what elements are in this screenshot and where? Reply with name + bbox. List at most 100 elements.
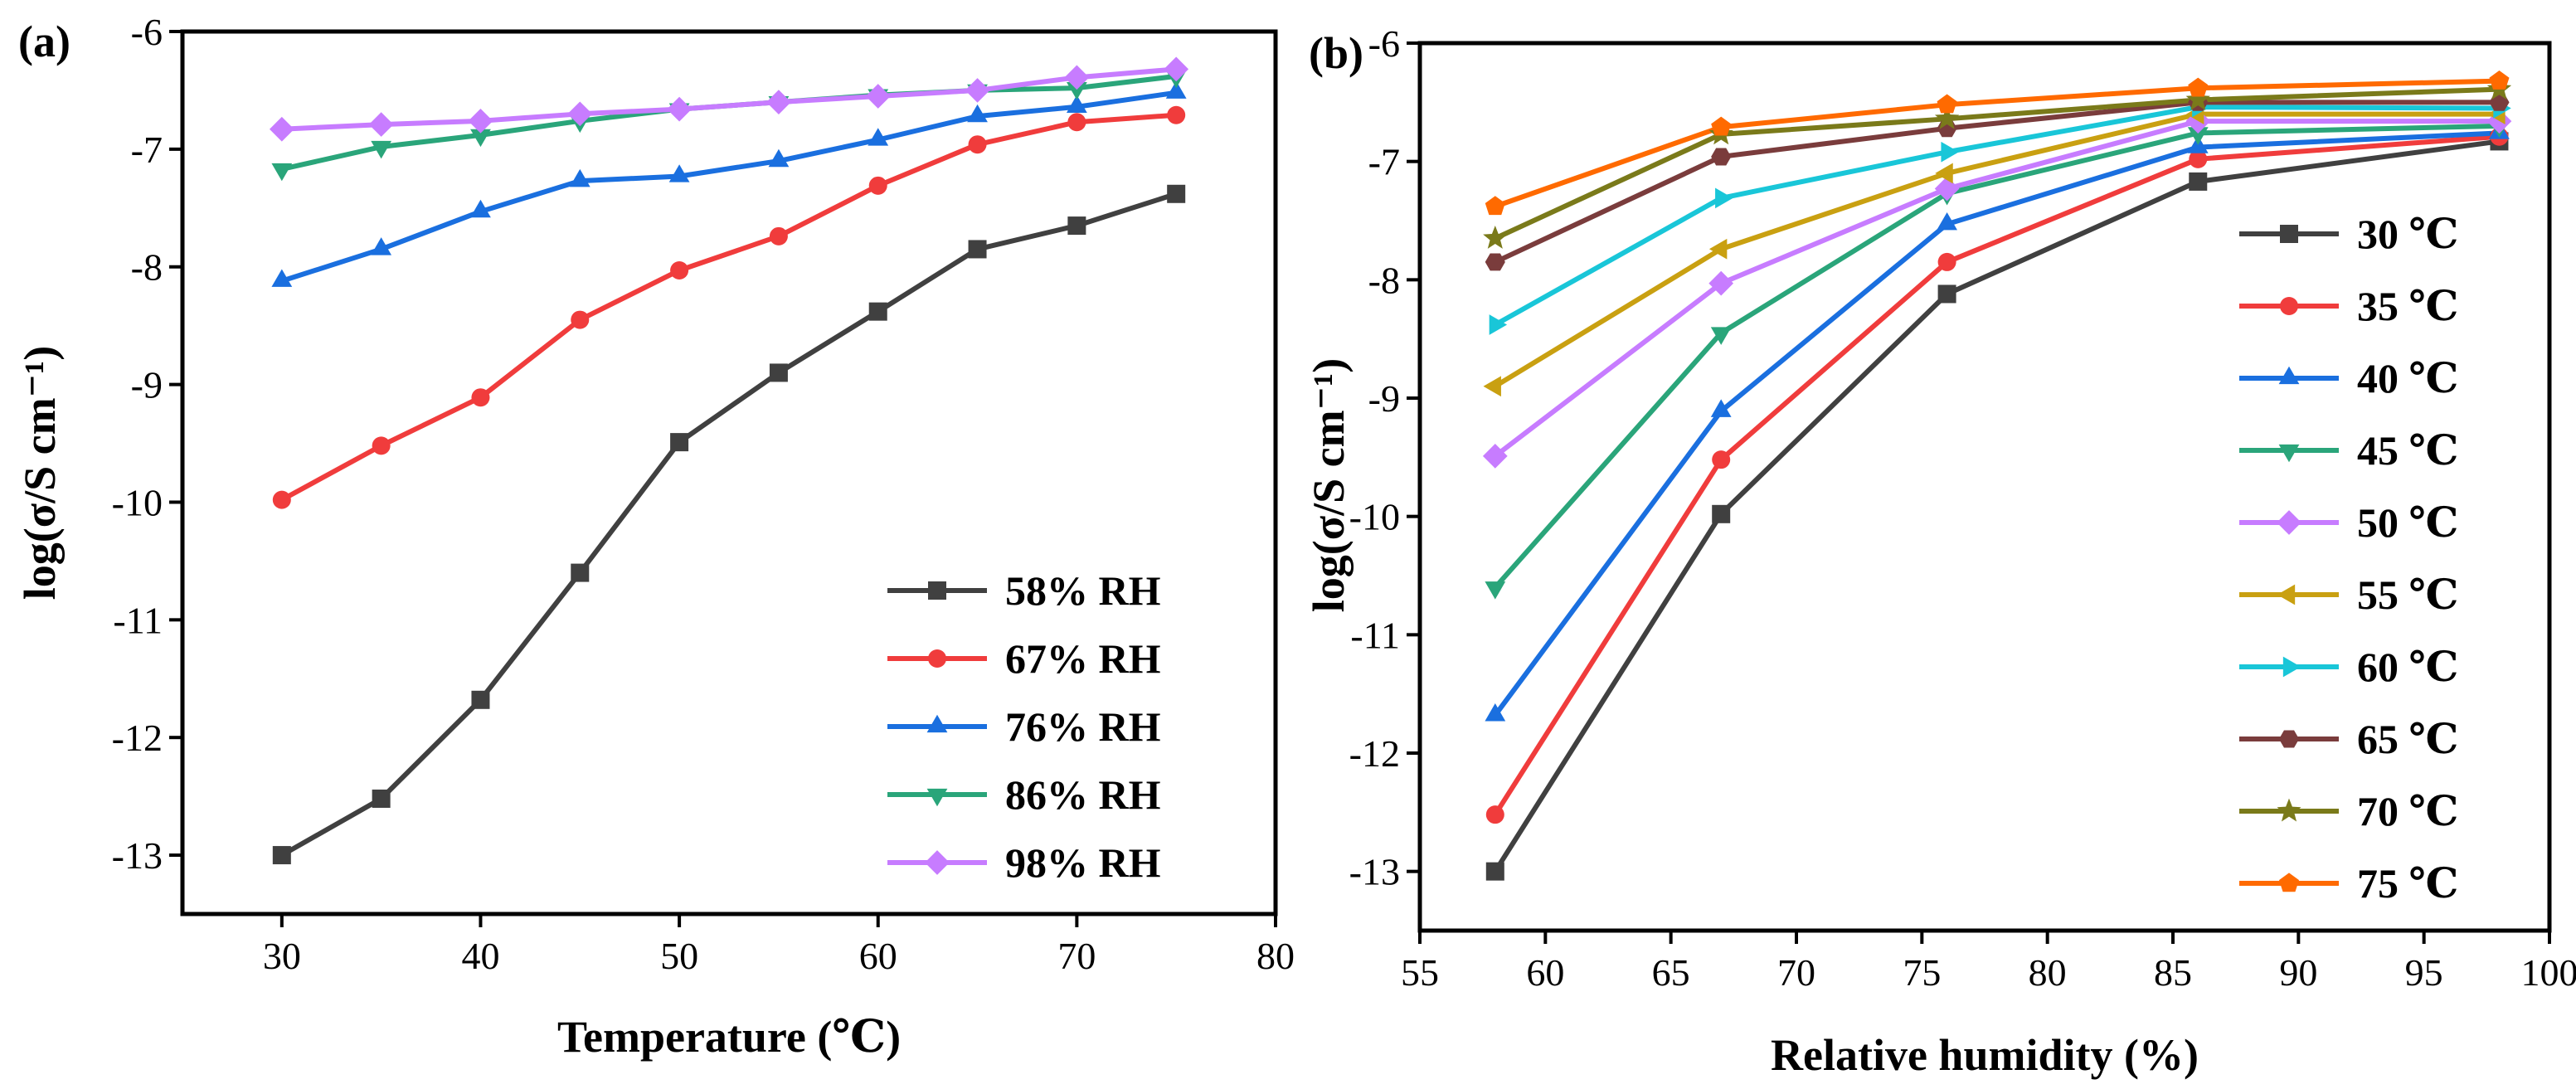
data-point-s4-2 [1934,176,1960,202]
data-point-s6-2 [1941,141,1959,163]
y-tick-label: -6 [131,11,163,53]
legend-label-1: 35 ℃ [2357,283,2458,329]
data-point-s9-0 [1485,196,1505,216]
legend-marker-0 [928,581,946,600]
legend-marker-3 [2278,444,2300,463]
data-point-s4-5 [766,90,791,114]
panel-a-axis-ticks: 30 40 50 60 70 80 -6 -7 -8 -9 -10 -11 -12 -13 [112,11,1295,977]
data-point-s0-0 [272,846,291,865]
y-tick-label: -8 [1368,259,1400,301]
legend-label-1: 67% RH [1005,635,1161,682]
data-point-s0-1 [372,789,391,808]
data-point-s0-0 [1485,862,1504,881]
panel-b-series-lines [1493,78,2500,873]
y-tick-label: -7 [131,129,163,171]
legend-marker-3 [926,788,948,807]
legend-marker-9 [2278,873,2300,892]
data-point-s9-1 [1711,116,1732,136]
x-tick-label: 70 [1057,935,1096,977]
data-point-s3-1 [1710,327,1732,345]
legend-marker-0 [2280,225,2298,243]
legend-label-0: 58% RH [1005,567,1161,614]
x-tick-label: 90 [2279,951,2317,994]
data-point-s3-0 [271,163,293,182]
data-point-s0-6 [868,302,887,321]
panel-b-axis-ticks: 55 60 65 70 75 80 85 90 95 100 -6 -7 -8 -9 -10 -11 -12 -1… [1349,22,2576,994]
data-point-s1-3 [2189,149,2208,168]
data-point-s1-1 [372,436,391,455]
data-point-s0-2 [471,690,490,709]
data-point-s2-2 [1937,211,1957,231]
legend-label-6: 60 ℃ [2357,644,2458,690]
legend-marker-2 [926,714,948,733]
x-tick-label: 65 [1652,951,1690,994]
data-point-s1-3 [571,310,590,329]
panel-a-series-markers [269,56,1189,865]
panel-a: (a) 30 40 50 60 70 80 -6 -7 -8 -9 -10 -11 -12 -13 Tem… [15,11,1295,1062]
x-tick-label: 75 [1903,951,1941,994]
y-tick-label: -9 [1368,377,1400,420]
data-point-s4-8 [1064,65,1090,90]
y-tick-label: -7 [1368,141,1400,183]
data-point-s6-0 [1489,314,1508,335]
panel-b-x-axis-title: Relative humidity (%) [1771,1030,2199,1080]
data-point-s3-3 [2187,127,2209,145]
panel-b-label: (b) [1309,28,1363,78]
data-point-s8-2 [1934,105,1960,129]
data-point-s1-0 [1485,805,1504,824]
x-tick-label: 85 [2154,951,2192,994]
data-point-s4-0 [269,116,294,142]
series-line-1 [280,112,1177,503]
panel-a-y-axis-title: log(σ/S cm⁻¹) [15,346,65,600]
legend-marker-8 [2277,798,2301,822]
panel-b-series-markers [1482,70,2512,881]
x-tick-label: 60 [859,935,897,977]
data-point-s2-8 [1066,95,1087,113]
x-tick-label: 80 [2029,951,2067,994]
x-tick-label: 60 [1526,951,1564,994]
y-tick-label: -10 [112,481,163,523]
data-point-s3-1 [371,140,392,159]
y-tick-label: -6 [1368,22,1400,65]
legend-marker-6 [2282,656,2301,678]
panel-b: (b) 55 60 65 70 75 80 85 90 95 100 -6 -7 -8 -9 -10 -11 -… [1304,22,2576,1080]
y-tick-label: -13 [112,834,163,877]
x-tick-label: 55 [1401,951,1439,994]
data-point-s4-9 [1164,56,1189,82]
data-point-s2-4 [668,164,690,182]
y-tick-label: -10 [1349,496,1400,538]
data-point-s3-2 [470,129,491,148]
data-point-s1-6 [868,176,887,195]
legend-marker-4 [2277,510,2301,535]
panel-a-label: (a) [18,17,70,66]
data-point-s9-4 [2489,70,2510,90]
legend-label-4: 98% RH [1005,839,1161,886]
y-tick-label: -12 [1349,732,1400,775]
data-point-s2-0 [271,269,293,287]
y-tick-label: -8 [131,246,163,289]
legend-label-4: 50 ℃ [2357,499,2458,546]
data-point-s4-3 [567,101,593,127]
data-point-s7-1 [1711,148,1732,166]
data-point-s4-6 [865,84,891,109]
legend-marker-2 [2278,366,2300,385]
data-point-s8-0 [1483,226,1508,249]
y-tick-label: -9 [131,364,163,406]
data-point-s0-5 [769,363,788,382]
data-point-s4-0 [1482,444,1508,469]
data-point-s1-5 [769,226,788,246]
series-line-3 [1493,123,2500,590]
data-point-s5-1 [1708,238,1728,260]
data-point-s4-2 [468,108,493,134]
legend-marker-4 [925,850,950,875]
data-point-s6-1 [1715,187,1733,209]
data-point-s2-7 [967,104,988,123]
legend-marker-1 [2280,297,2298,315]
legend-label-9: 75 ℃ [2357,860,2458,907]
legend-label-0: 30 ℃ [2357,211,2458,257]
data-point-s9-3 [2188,77,2209,97]
data-point-s0-3 [2189,172,2208,191]
x-tick-label: 30 [263,935,301,977]
data-point-s3-8 [1066,81,1087,100]
